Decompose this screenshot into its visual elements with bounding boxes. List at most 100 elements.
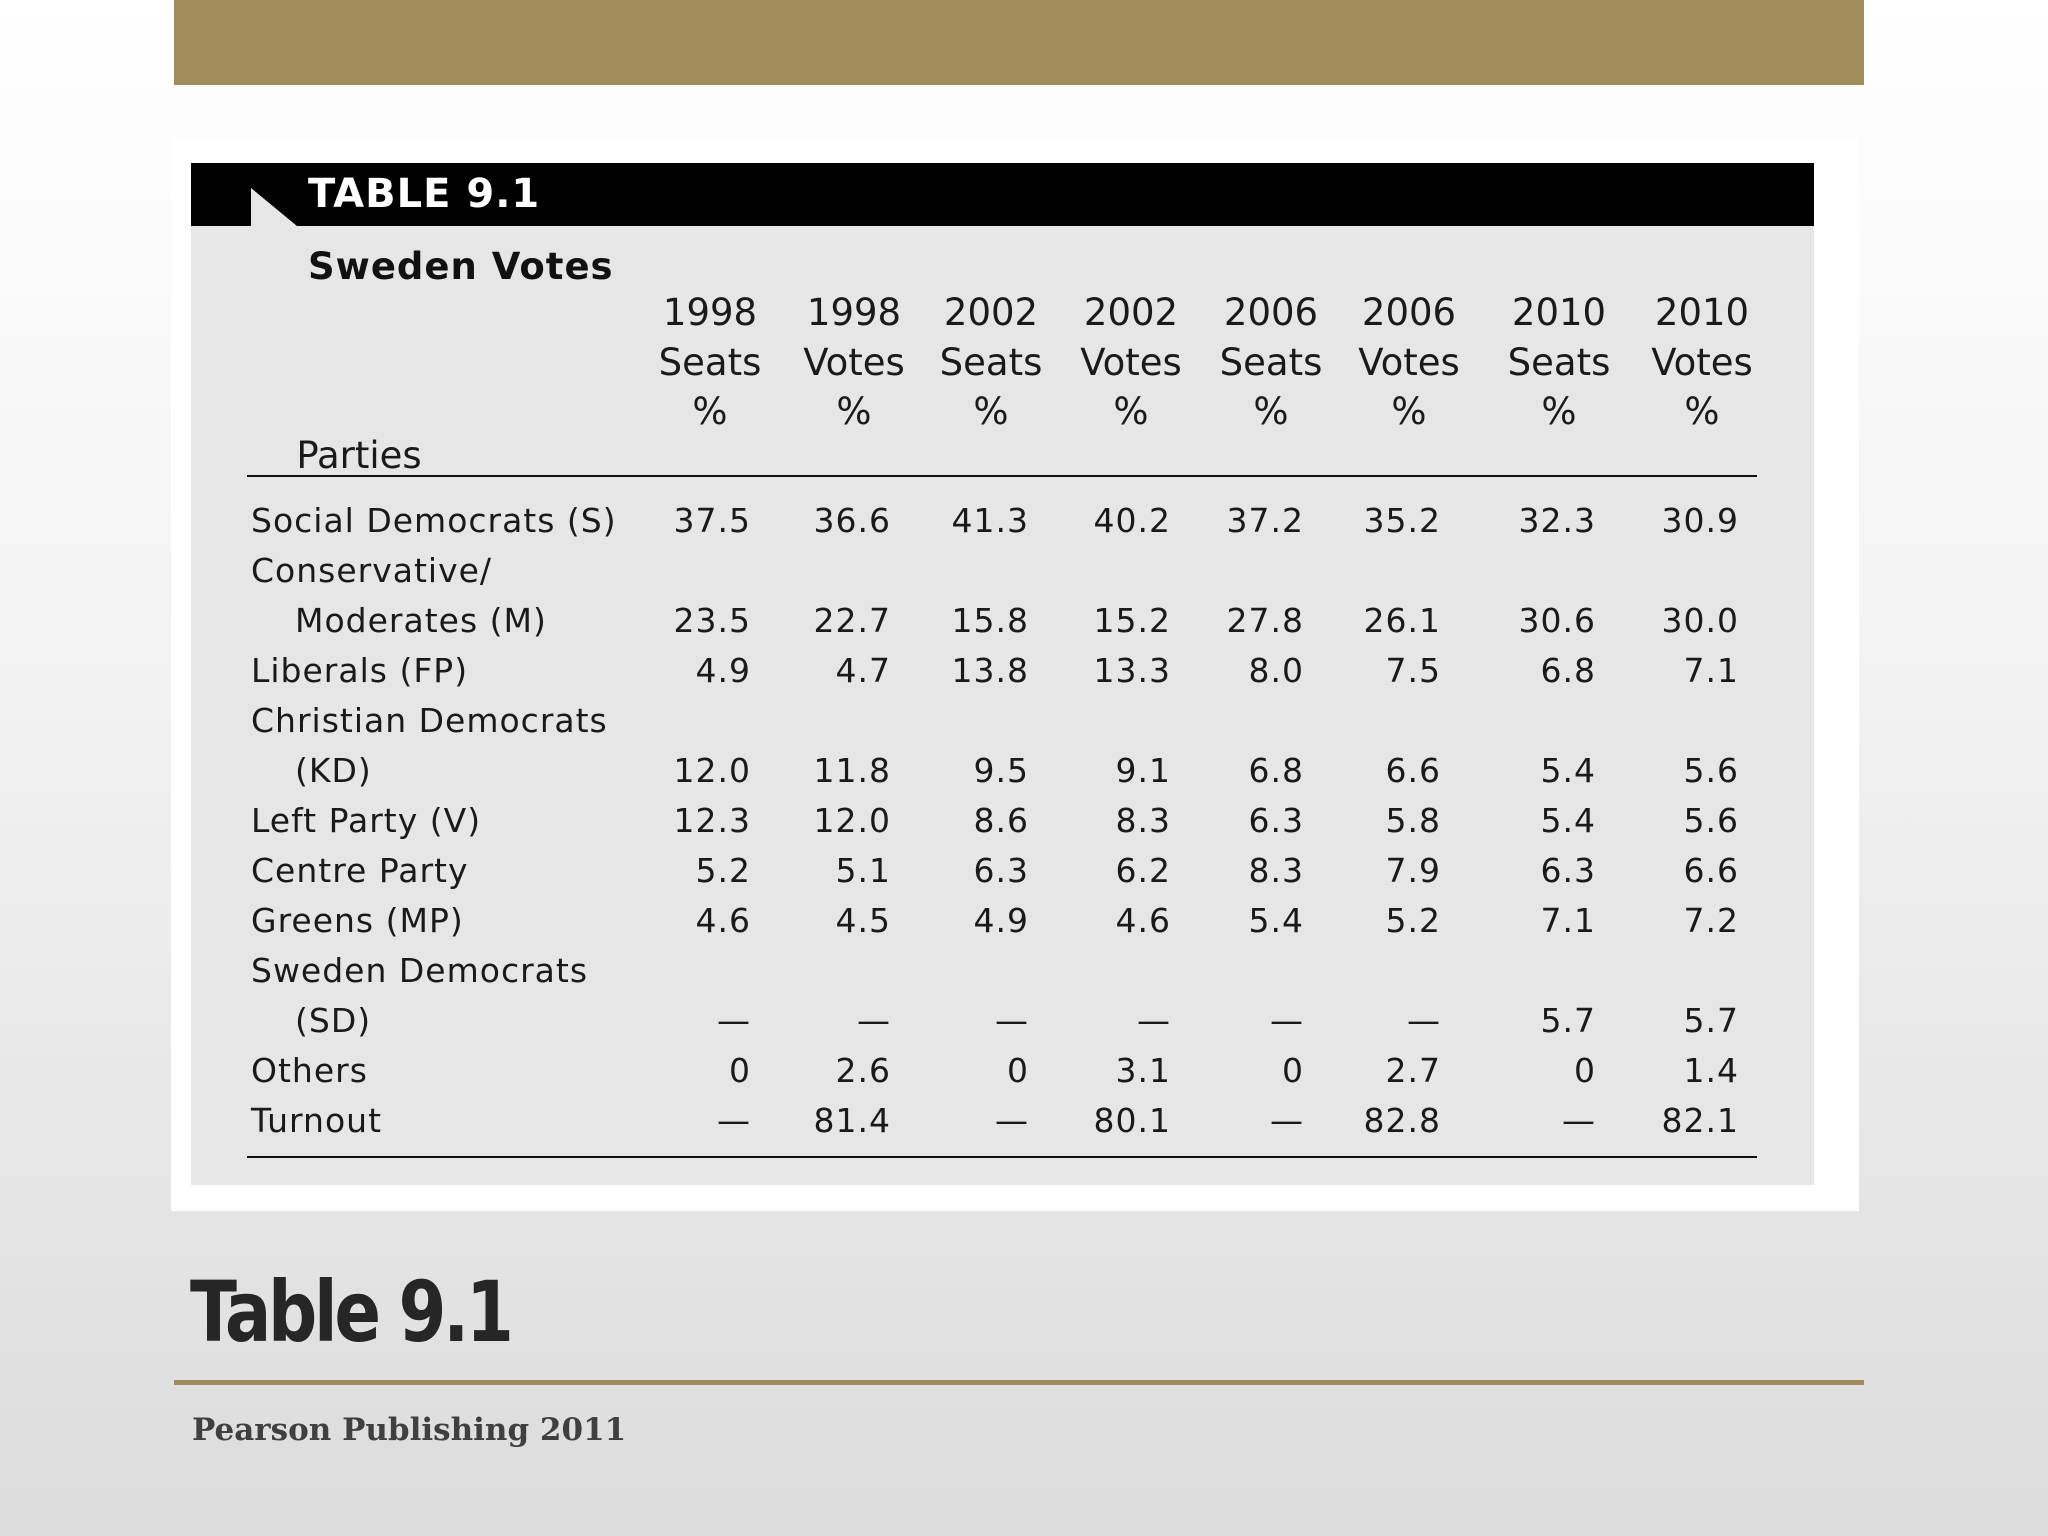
table-cell: 30.0: [1661, 601, 1739, 640]
party-name: Greens (MP): [251, 901, 464, 940]
column-header-kind: Seats: [939, 341, 1043, 384]
column-header-kind: Votes: [803, 341, 905, 384]
bottom-rule: [247, 1156, 1757, 1158]
table-cell: 8.0: [1248, 651, 1304, 690]
table-cell: 6.8: [1248, 751, 1304, 790]
table-cell: 6.3: [1540, 851, 1596, 890]
table-cell: 26.1: [1363, 601, 1441, 640]
table-cell: 5.2: [695, 851, 751, 890]
table-title: Sweden Votes: [308, 245, 614, 288]
party-name: Turnout: [251, 1101, 383, 1140]
table-cell: —: [995, 1101, 1029, 1140]
table-cell: 6.8: [1540, 651, 1596, 690]
table-cell: —: [1270, 1001, 1304, 1040]
column-header-year: 2002: [943, 291, 1039, 334]
table-cell: 2.6: [835, 1051, 891, 1090]
column-header-unit: %: [1253, 390, 1289, 433]
column-header-kind: Seats: [1507, 341, 1611, 384]
table-cell: 5.7: [1683, 1001, 1739, 1040]
column-header-year: 2010: [1511, 291, 1607, 334]
column-header-unit: %: [973, 390, 1009, 433]
table-cell: 80.1: [1093, 1101, 1171, 1140]
table-cell: 6.3: [973, 851, 1029, 890]
table-cell: 5.7: [1540, 1001, 1596, 1040]
column-header-year: 2002: [1083, 291, 1179, 334]
party-name: Others: [251, 1051, 368, 1090]
table-cell: 4.6: [1115, 901, 1171, 940]
table-cell: 8.3: [1248, 851, 1304, 890]
table-cell: 1.4: [1683, 1051, 1739, 1090]
table-cell: 0: [1282, 1051, 1304, 1090]
header-rule: [247, 475, 1757, 477]
column-header-kind: Votes: [1080, 341, 1182, 384]
table-cell: 5.4: [1540, 751, 1596, 790]
column-header-kind: Seats: [658, 341, 762, 384]
table-cell: —: [717, 1101, 751, 1140]
column-header-unit: %: [692, 390, 728, 433]
party-name: (KD): [295, 751, 372, 790]
table-cell: 5.4: [1248, 901, 1304, 940]
parties-header: Parties: [296, 434, 422, 477]
column-header-kind: Votes: [1651, 341, 1753, 384]
column-header-year: 1998: [662, 291, 758, 334]
table-cell: 3.1: [1115, 1051, 1171, 1090]
slide-title: Table 9.1: [190, 1263, 514, 1361]
column-header-unit: %: [1541, 390, 1577, 433]
table-cell: 36.6: [813, 501, 891, 540]
party-name: Moderates (M): [295, 601, 547, 640]
table-cell: 5.6: [1683, 801, 1739, 840]
table-panel: TABLE 9.1 Sweden Votes Parties 1998 Seats…: [191, 163, 1814, 1185]
table-cell: 5.2: [1385, 901, 1441, 940]
table-cell: —: [1270, 1101, 1304, 1140]
table-cell: 32.3: [1518, 501, 1596, 540]
table-cell: 2.7: [1385, 1051, 1441, 1090]
table-cell: 23.5: [673, 601, 751, 640]
party-name: Social Democrats (S): [251, 501, 617, 540]
table-cell: 8.6: [973, 801, 1029, 840]
table-cell: —: [1407, 1001, 1441, 1040]
table-cell: 7.5: [1385, 651, 1441, 690]
party-name: (SD): [295, 1001, 372, 1040]
table-cell: —: [1137, 1001, 1171, 1040]
table-cell: 13.8: [951, 651, 1029, 690]
table-cell: 15.2: [1093, 601, 1171, 640]
column-header-unit: %: [1113, 390, 1149, 433]
table-cell: 5.6: [1683, 751, 1739, 790]
table-cell: 11.8: [813, 751, 891, 790]
table-cell: —: [717, 1001, 751, 1040]
table-cell: 82.1: [1661, 1101, 1739, 1140]
table-cell: 4.5: [835, 901, 891, 940]
table-cell: 0: [1574, 1051, 1596, 1090]
table-cell: 15.8: [951, 601, 1029, 640]
table-cell: 81.4: [813, 1101, 891, 1140]
table-cell: 37.5: [673, 501, 751, 540]
table-cell: 7.1: [1540, 901, 1596, 940]
table-cell: 4.9: [695, 651, 751, 690]
table-cell: 7.2: [1683, 901, 1739, 940]
table-cell: 6.2: [1115, 851, 1171, 890]
column-header-year: 2006: [1361, 291, 1457, 334]
table-cell: 37.2: [1226, 501, 1304, 540]
table-cell: —: [995, 1001, 1029, 1040]
table-cell: 5.8: [1385, 801, 1441, 840]
table-cell: 7.9: [1385, 851, 1441, 890]
table-cell: —: [857, 1001, 891, 1040]
column-header-kind: Seats: [1219, 341, 1323, 384]
table-cell: 27.8: [1226, 601, 1304, 640]
table-cell: 6.6: [1683, 851, 1739, 890]
column-header-year: 2006: [1223, 291, 1319, 334]
table-cell: 5.1: [835, 851, 891, 890]
table-cell: 41.3: [951, 501, 1029, 540]
party-name: Conservative/: [251, 551, 493, 590]
table-cell: —: [1562, 1101, 1596, 1140]
table-cell: 82.8: [1363, 1101, 1441, 1140]
table-cell: 4.6: [695, 901, 751, 940]
table-cell: 5.4: [1540, 801, 1596, 840]
party-name: Left Party (V): [251, 801, 482, 840]
publisher-credit: Pearson Publishing 2011: [192, 1412, 627, 1448]
table-cell: 6.6: [1385, 751, 1441, 790]
column-header-year: 1998: [806, 291, 902, 334]
party-name: Liberals (FP): [251, 651, 469, 690]
table-cell: 30.9: [1661, 501, 1739, 540]
party-name: Centre Party: [251, 851, 469, 890]
